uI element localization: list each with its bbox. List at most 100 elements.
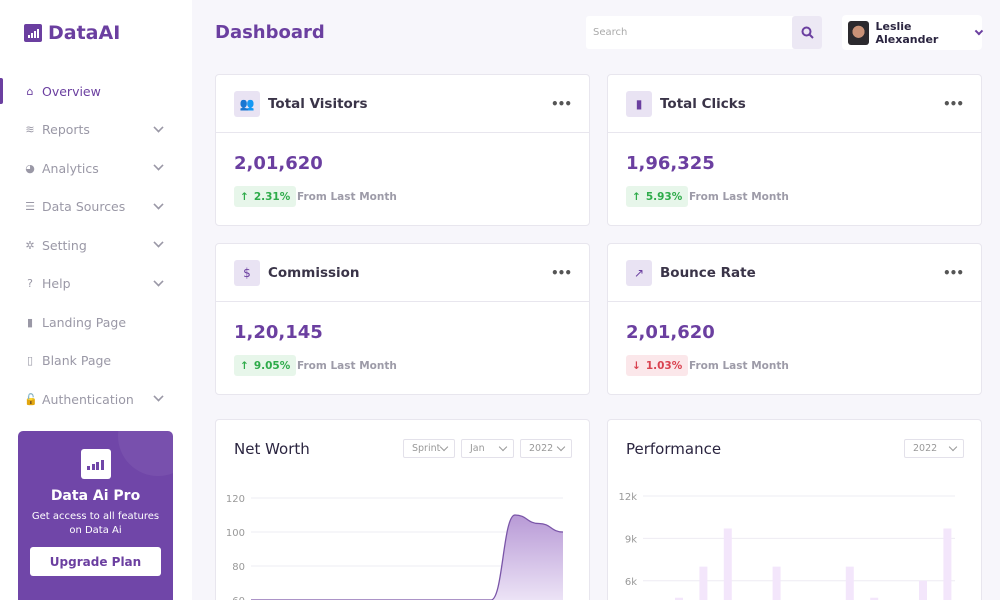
performance-chart: 12k 9k 6k [618, 492, 955, 600]
chevron-down-icon [153, 391, 164, 402]
sidebar-item-setting[interactable]: ✲ Setting [0, 226, 192, 265]
net-worth-chart: 120 100 80 60 [226, 494, 564, 600]
search-placeholder: Search [593, 27, 628, 38]
stat-title: Bounce Rate [660, 264, 756, 281]
sidebar-item-analytics[interactable]: ◕ Analytics [0, 149, 192, 188]
avatar [848, 20, 870, 45]
year-select[interactable]: 2022 [520, 439, 572, 458]
question-icon: ? [27, 277, 33, 291]
arrow-up-icon: ↑ [240, 190, 249, 203]
stat-header: ▮ Total Clicks ••• [608, 75, 981, 133]
upgrade-promo: Data Ai Pro Get access to all features o… [18, 431, 173, 600]
change-badge: ↓ 1.03% [626, 355, 689, 376]
sidebar-item-landing-page[interactable]: ▮ Landing Page [0, 303, 192, 342]
search-button[interactable] [792, 16, 822, 49]
select-value: Sprint [412, 443, 441, 454]
stat-value: 1,96,325 [626, 153, 715, 174]
sidebar-item-label: Help [42, 276, 71, 292]
bar [919, 580, 927, 600]
bar [943, 528, 952, 600]
more-options-icon[interactable]: ••• [942, 266, 964, 280]
sprint-select[interactable]: Sprint [403, 439, 455, 458]
change-badge: ↑ 5.93% [626, 186, 689, 207]
stat-title: Total Clicks [660, 95, 746, 112]
gear-icon: ✲ [25, 238, 35, 252]
bar [845, 566, 854, 600]
chevron-down-icon [153, 198, 164, 210]
sidebar-item-label: Reports [42, 122, 90, 138]
sidebar-item-overview[interactable]: ⌂ Overview [0, 72, 192, 111]
arrow-down-icon: ↓ [632, 359, 641, 372]
stat-card-total-clicks: ▮ Total Clicks ••• 1,96,325 ↑ 5.93% From La… [607, 74, 982, 226]
change-value: 2.31% [253, 190, 291, 203]
sidebar-item-authentication[interactable]: 🔓 Authentication [0, 380, 192, 419]
chevron-down-icon [153, 160, 164, 171]
select-value: 2022 [529, 443, 554, 454]
user-menu[interactable]: Leslie Alexander [842, 15, 984, 50]
year-select[interactable]: 2022 [904, 439, 964, 458]
sidebar-item-label: Analytics [42, 160, 99, 176]
sidebar-item-label: Overview [42, 83, 101, 99]
performance-card: Performance 2022 12k 9k 6k [607, 419, 982, 600]
arrow-up-icon: ↑ [240, 359, 249, 372]
search-input[interactable]: Search [586, 16, 822, 49]
home-icon: ⌂ [26, 84, 34, 98]
stat-card-bounce-rate: ↗ Bounce Rate ••• 2,01,620 ↓ 1.03% From Las… [607, 243, 982, 395]
chevron-down-icon [153, 121, 164, 133]
logo[interactable]: DataAI [24, 22, 120, 44]
y-tick-label: 12k [618, 492, 637, 503]
stat-title: Commission [268, 264, 360, 281]
stat-card-commission: $ Commission ••• 1,20,145 ↑ 9.05% From Last… [215, 243, 590, 395]
change-note: From Last Month [297, 360, 397, 372]
bar [772, 566, 781, 600]
stat-value: 2,01,620 [234, 153, 323, 174]
more-options-icon[interactable]: ••• [550, 266, 572, 280]
stat-title: Total Visitors [268, 95, 368, 112]
upgrade-plan-button[interactable]: Upgrade Plan [30, 547, 161, 576]
more-options-icon[interactable]: ••• [942, 97, 964, 111]
change-value: 9.05% [253, 359, 291, 372]
chart-title: Net Worth [234, 440, 310, 458]
sidebar-item-label: Landing Page [42, 314, 127, 330]
app-name: DataAI [48, 22, 121, 44]
sidebar-item-label: Authentication [42, 391, 134, 407]
sidebar-item-blank-page[interactable]: ▯ Blank Page [0, 342, 192, 381]
change-badge: ↑ 2.31% [234, 186, 297, 207]
users-icon: 👥 [234, 90, 260, 117]
change-badge: ↑ 9.05% [234, 355, 297, 376]
more-options-icon[interactable]: ••• [550, 97, 572, 111]
stat-value: 1,20,145 [234, 322, 323, 343]
y-tick-label: 120 [226, 494, 245, 505]
mouse-icon: ▮ [626, 90, 652, 117]
pie-chart-icon: ◕ [25, 161, 35, 175]
search-icon [801, 26, 814, 39]
logo-icon [24, 24, 42, 42]
sidebar-item-data-sources[interactable]: ☰ Data Sources [0, 188, 192, 227]
select-value: Jan [470, 443, 485, 454]
user-name: Leslie Alexander [875, 19, 939, 46]
promo-text: Get access to all features on Data Ai [31, 511, 160, 536]
stat-header: ↗ Bounce Rate ••• [608, 244, 981, 302]
page-title: Dashboard [215, 22, 325, 43]
chevron-down-icon [153, 237, 164, 248]
sidebar-item-reports[interactable]: ≋ Reports [0, 111, 192, 150]
stat-header: 👥 Total Visitors ••• [216, 75, 589, 133]
month-select[interactable]: Jan [461, 439, 514, 458]
chevron-down-icon [153, 275, 164, 287]
sidebar-item-label: Data Sources [42, 199, 126, 215]
change-value: 5.93% [645, 190, 683, 203]
layers-icon: ≋ [25, 123, 35, 137]
receipt-icon: $ [234, 259, 260, 286]
bar [723, 528, 732, 600]
y-tick-label: 9k [625, 534, 637, 545]
y-tick-label: 60 [232, 596, 245, 600]
y-tick-label: 100 [226, 528, 245, 539]
lock-icon: 🔓 [24, 392, 38, 406]
change-note: From Last Month [689, 191, 789, 203]
chevron-down-icon [975, 26, 984, 35]
change-note: From Last Month [297, 191, 397, 203]
trend-icon: ↗ [626, 259, 652, 286]
sidebar-item-help[interactable]: ? Help [0, 265, 192, 304]
chart-title: Performance [626, 440, 722, 458]
promo-title: Data Ai Pro [50, 488, 141, 504]
